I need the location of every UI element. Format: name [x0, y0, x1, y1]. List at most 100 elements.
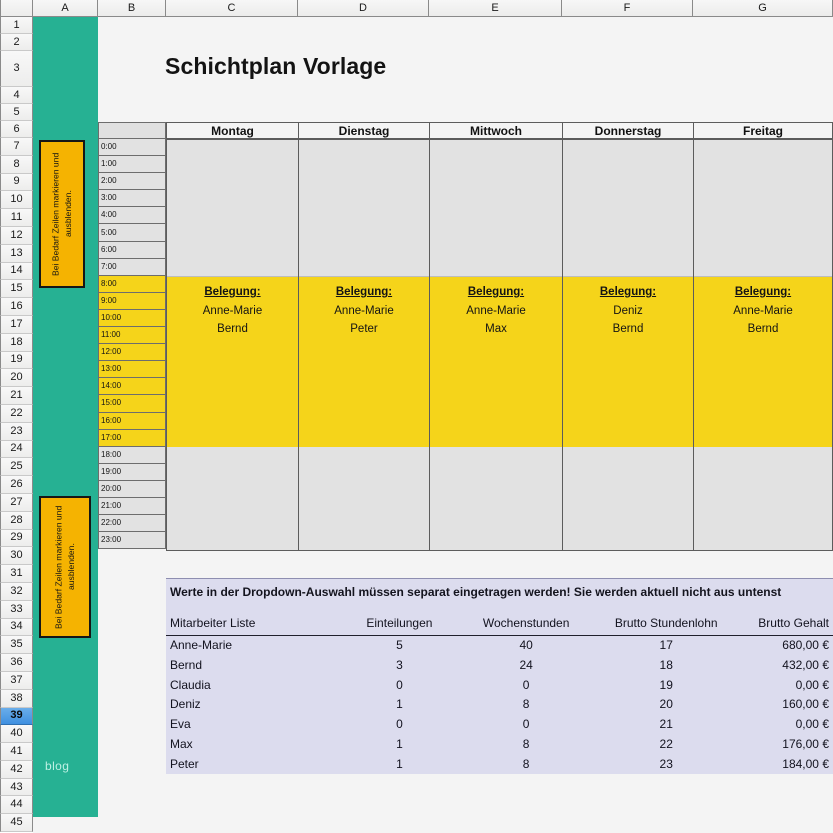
time-cell-3-00[interactable]: 3:00	[98, 190, 166, 208]
shift-block-freitag[interactable]: Belegung: Anne-Marie Bernd	[694, 276, 832, 447]
cell-stundenlohn[interactable]: 19	[659, 677, 673, 692]
time-cell-14-00[interactable]: 14:00	[98, 378, 166, 396]
cell-gehalt[interactable]: 160,00 €	[782, 697, 829, 712]
row-header-37[interactable]: 37	[0, 671, 33, 690]
cell-name[interactable]: Anne-Marie	[170, 638, 233, 653]
cell-stundenlohn[interactable]: 20	[659, 697, 673, 712]
assigned-staff-2[interactable]: Bernd	[217, 322, 248, 335]
offhours-block-late-mittwoch[interactable]	[430, 447, 562, 550]
time-cell-19-00[interactable]: 19:00	[98, 463, 166, 481]
time-cell-20-00[interactable]: 20:00	[98, 480, 166, 498]
select-all-corner[interactable]	[0, 0, 33, 17]
offhours-block-early-freitag[interactable]	[694, 139, 832, 276]
cell-gehalt[interactable]: 0,00 €	[795, 717, 829, 732]
row-header-14[interactable]: 14	[0, 262, 33, 281]
row-header-15[interactable]: 15	[0, 280, 33, 299]
row-header-32[interactable]: 32	[0, 582, 33, 601]
row-header-22[interactable]: 22	[0, 404, 33, 423]
cell-einteilungen[interactable]: 3	[396, 657, 403, 672]
row-header-3[interactable]: 3	[0, 51, 33, 87]
cell-einteilungen[interactable]: 0	[396, 717, 403, 732]
row-header-8[interactable]: 8	[0, 155, 33, 174]
time-cell-4-00[interactable]: 4:00	[98, 207, 166, 225]
cell-stundenlohn[interactable]: 22	[659, 736, 673, 751]
row-header-29[interactable]: 29	[0, 529, 33, 548]
cell-stundenlohn[interactable]: 23	[659, 756, 673, 771]
row-header-4[interactable]: 4	[0, 87, 33, 104]
cell-einteilungen[interactable]: 1	[396, 756, 403, 771]
offhours-block-early-montag[interactable]	[167, 139, 298, 276]
cell-gehalt[interactable]: 0,00 €	[795, 677, 829, 692]
time-cell-18-00[interactable]: 18:00	[98, 446, 166, 464]
cell-stundenlohn[interactable]: 17	[659, 638, 673, 653]
assigned-staff-1[interactable]: Anne-Marie	[733, 304, 793, 317]
cell-gehalt[interactable]: 432,00 €	[782, 657, 829, 672]
row-header-16[interactable]: 16	[0, 298, 33, 316]
cell-name[interactable]: Claudia	[170, 677, 211, 692]
row-header-19[interactable]: 19	[0, 351, 33, 370]
assigned-staff-2[interactable]: Bernd	[747, 322, 779, 335]
column-header-g[interactable]: G	[693, 0, 833, 17]
assigned-staff-2[interactable]: Max	[485, 322, 507, 335]
cell-wochenstunden[interactable]: 8	[522, 756, 530, 771]
row-header-6[interactable]: 6	[0, 121, 33, 138]
shift-block-montag[interactable]: Belegung: Anne-Marie Bernd	[167, 276, 298, 447]
time-cell-9-00[interactable]: 9:00	[98, 292, 166, 310]
cell-wochenstunden[interactable]: 0	[522, 677, 530, 692]
note-hide-rows-top[interactable]: Bei Bedarf Zeilen markieren und ausblend…	[39, 140, 85, 288]
offhours-block-late-freitag[interactable]	[694, 447, 832, 550]
cell-gehalt[interactable]: 184,00 €	[782, 756, 829, 771]
cell-stundenlohn[interactable]: 18	[659, 657, 673, 672]
offhours-block-late-montag[interactable]	[167, 447, 298, 550]
time-cell-2-00[interactable]: 2:00	[98, 173, 166, 191]
row-header-30[interactable]: 30	[0, 547, 33, 566]
row-header-1[interactable]: 1	[0, 17, 33, 34]
row-header-27[interactable]: 27	[0, 493, 33, 512]
row-header-43[interactable]: 43	[0, 778, 33, 797]
row-header-12[interactable]: 12	[0, 226, 33, 245]
offhours-block-late-dienstag[interactable]	[299, 447, 429, 550]
offhours-block-late-donnerstag[interactable]	[563, 447, 693, 550]
time-cell-16-00[interactable]: 16:00	[98, 412, 166, 430]
cell-stundenlohn[interactable]: 21	[659, 717, 673, 732]
cell-name[interactable]: Eva	[170, 717, 191, 732]
cell-name[interactable]: Deniz	[170, 697, 201, 712]
time-cell-12-00[interactable]: 12:00	[98, 344, 166, 362]
assigned-staff-2[interactable]: Peter	[350, 322, 378, 335]
row-header-18[interactable]: 18	[0, 333, 33, 352]
time-cell-11-00[interactable]: 11:00	[98, 327, 166, 345]
row-header-21[interactable]: 21	[0, 387, 33, 405]
row-header-33[interactable]: 33	[0, 600, 33, 619]
row-header-9[interactable]: 9	[0, 173, 33, 192]
column-header-a[interactable]: A	[33, 0, 98, 17]
offhours-block-early-dienstag[interactable]	[299, 139, 429, 276]
cell-wochenstunden[interactable]: 8	[522, 697, 530, 712]
cell-gehalt[interactable]: 680,00 €	[782, 638, 829, 653]
time-cell-0-00[interactable]: 0:00	[98, 139, 166, 157]
assigned-staff-1[interactable]: Anne-Marie	[334, 304, 394, 317]
time-cell-1-00[interactable]: 1:00	[98, 156, 166, 174]
cell-wochenstunden[interactable]: 0	[522, 717, 530, 732]
cell-einteilungen[interactable]: 1	[396, 697, 403, 712]
row-header-10[interactable]: 10	[0, 191, 33, 210]
cell-gehalt[interactable]: 176,00 €	[782, 736, 829, 751]
row-header-24[interactable]: 24	[0, 440, 33, 459]
time-cell-5-00[interactable]: 5:00	[98, 224, 166, 242]
row-header-23[interactable]: 23	[0, 422, 33, 441]
row-header-7[interactable]: 7	[0, 138, 33, 156]
column-header-d[interactable]: D	[298, 0, 429, 17]
assigned-staff-1[interactable]: Anne-Marie	[466, 304, 526, 317]
row-header-17[interactable]: 17	[0, 315, 33, 334]
row-header-35[interactable]: 35	[0, 636, 33, 655]
time-cell-10-00[interactable]: 10:00	[98, 309, 166, 328]
assigned-staff-2[interactable]: Bernd	[612, 322, 644, 335]
offhours-block-early-donnerstag[interactable]	[563, 139, 693, 276]
cell-einteilungen[interactable]: 0	[396, 677, 403, 692]
shift-block-dienstag[interactable]: Belegung: Anne-Marie Peter	[299, 276, 429, 447]
cell-einteilungen[interactable]: 5	[396, 638, 403, 653]
shift-block-mittwoch[interactable]: Belegung: Anne-Marie Max	[430, 276, 562, 447]
assigned-staff-1[interactable]: Deniz	[613, 304, 643, 317]
cell-name[interactable]: Bernd	[170, 657, 203, 672]
time-cell-8-00[interactable]: 8:00	[98, 275, 166, 293]
column-header-f[interactable]: F	[562, 0, 693, 17]
